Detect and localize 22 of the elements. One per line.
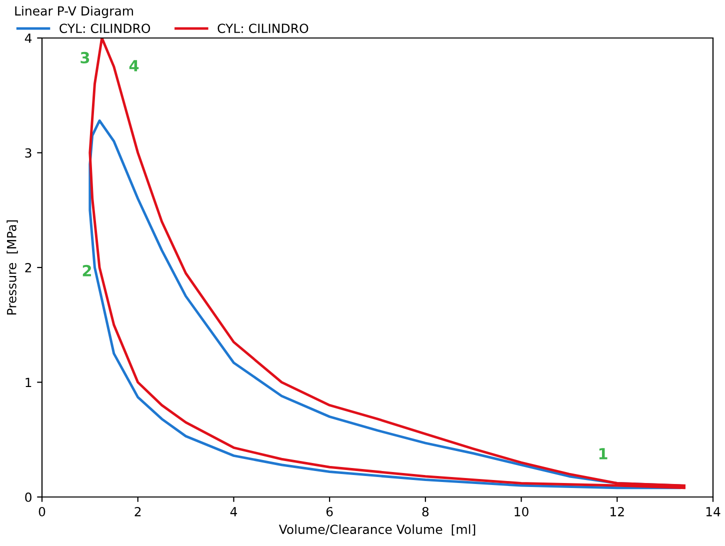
annotation: 1 [599,448,608,460]
y-axis-title: Pressure [MPa] [6,220,18,315]
y-tick-label: 2 [25,262,32,272]
chart-title: Linear P-V Diagram [15,6,133,18]
annotation: 4 [129,60,139,72]
x-tick-label: 4 [230,507,237,516]
legend-label: CYL: CILINDRO [218,24,308,34]
x-tick-label: 6 [326,506,333,516]
x-tick-label: 10 [514,506,528,516]
y-tick-label: 4 [24,34,32,43]
y-tick-label: 1 [26,378,32,387]
x-axis-title: Volume/Clearance Volume [ml] [278,524,476,536]
x-tick-label: 14 [706,507,720,516]
annotation: 3 [80,52,90,64]
x-tick-label: 0 [38,506,46,516]
x-tick-label: 2 [134,506,141,516]
y-tick-label: 3 [25,148,32,158]
annotation: 2 [82,264,91,276]
y-tick-label: 0 [25,492,32,502]
x-tick-label: 8 [422,506,429,516]
legend-label: CYL: CILINDRO [60,24,150,34]
x-tick-label: 12 [610,506,624,516]
